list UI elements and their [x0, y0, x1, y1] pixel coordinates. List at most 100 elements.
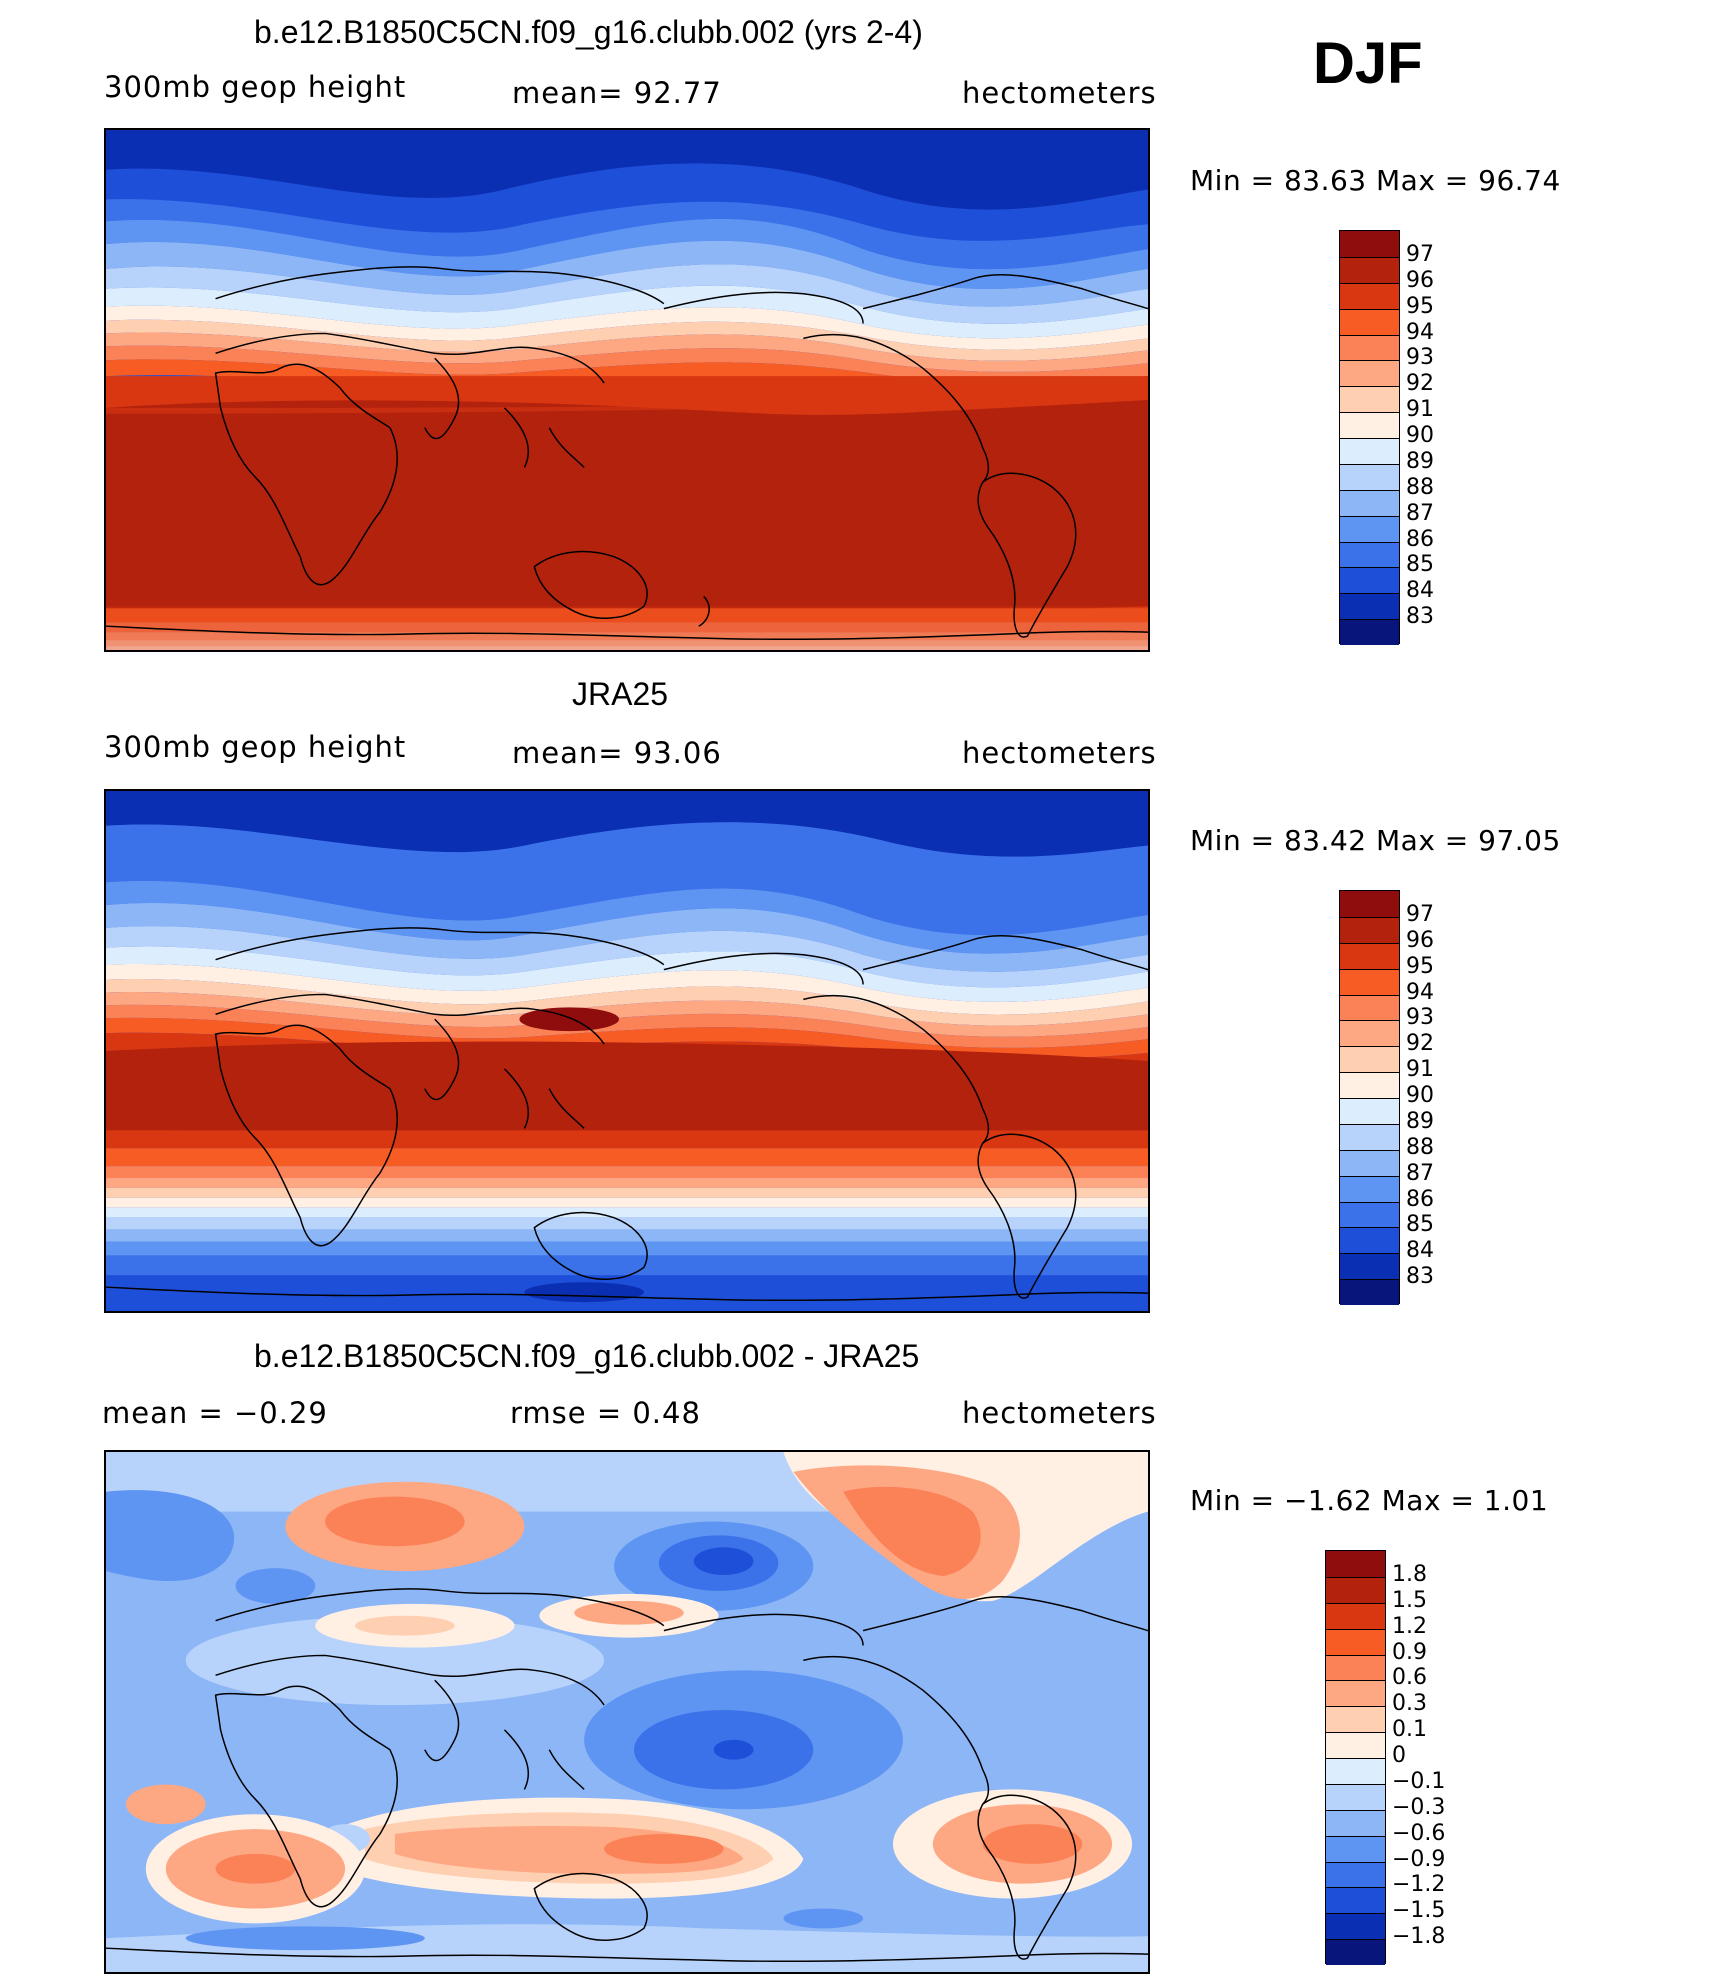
panel-3-rmse: rmse = 0.48: [510, 1396, 701, 1430]
panel-1-variable-label: 300mb geop height: [104, 70, 407, 104]
map-panel-difference: [104, 1450, 1150, 1974]
model-geopotential-map: [106, 130, 1148, 650]
colorbar-label: 90: [1406, 1083, 1434, 1108]
panel-1-colorbar: [1339, 230, 1400, 645]
reanalysis-geopotential-map: [106, 791, 1148, 1311]
colorbar-label: 92: [1406, 1031, 1434, 1057]
colorbar-box: [1340, 1279, 1399, 1305]
colorbar-box: [1326, 1576, 1385, 1603]
colorbar-box: [1340, 1175, 1399, 1202]
colorbar-label: 0.3: [1392, 1691, 1427, 1717]
colorbar-label: −0.3: [1392, 1794, 1446, 1820]
colorbar-box: [1340, 968, 1399, 995]
colorbar-box: [1340, 463, 1399, 490]
colorbar-label: −1.2: [1392, 1872, 1446, 1898]
colorbar-box: [1326, 1551, 1385, 1577]
panel-2-mean: mean= 93.06: [512, 736, 722, 770]
colorbar-label: −0.6: [1392, 1820, 1446, 1846]
colorbar-label: 86: [1406, 1186, 1434, 1212]
colorbar-label: −1.5: [1392, 1898, 1446, 1924]
colorbar-box: [1326, 1861, 1385, 1888]
colorbar-label: 93: [1406, 345, 1434, 371]
colorbar-box: [1326, 1706, 1385, 1733]
colorbar-label: 85: [1406, 552, 1434, 578]
colorbar-label: 87: [1406, 500, 1434, 526]
panel-3-minmax: Min = −1.62 Max = 1.01: [1190, 1484, 1549, 1517]
colorbar-box: [1340, 1253, 1399, 1280]
panel-1-units: hectometers: [962, 76, 1157, 110]
colorbar-label: 0.1: [1392, 1717, 1427, 1743]
colorbar-label: 88: [1406, 1134, 1434, 1160]
colorbar-label: 1.2: [1392, 1613, 1427, 1639]
colorbar-label: 0.9: [1392, 1639, 1427, 1665]
colorbar-label: 84: [1406, 578, 1434, 604]
colorbar-label: 89: [1406, 1108, 1434, 1134]
colorbar-box: [1340, 1072, 1399, 1098]
colorbar-label: 89: [1406, 448, 1434, 474]
colorbar-box: [1340, 256, 1399, 283]
colorbar-label: 91: [1406, 397, 1434, 423]
colorbar-box: [1340, 942, 1399, 969]
colorbar-box: [1326, 1939, 1385, 1965]
panel-2-variable-label: 300mb geop height: [104, 730, 407, 764]
map-panel-model: [104, 128, 1150, 652]
colorbar-box: [1326, 1783, 1385, 1810]
colorbar-label: 83: [1406, 604, 1434, 630]
colorbar-label: 83: [1406, 1264, 1434, 1290]
colorbar-box: [1340, 412, 1399, 438]
colorbar-label: 96: [1406, 927, 1434, 953]
colorbar-box: [1340, 515, 1399, 542]
colorbar-box: [1326, 1887, 1385, 1914]
panel-3-colorbar: [1325, 1550, 1386, 1965]
colorbar-label: 84: [1406, 1238, 1434, 1264]
colorbar-label: 94: [1406, 319, 1434, 345]
colorbar-label: 86: [1406, 526, 1434, 552]
panel-2-minmax: Min = 83.42 Max = 97.05: [1190, 824, 1561, 857]
colorbar-label: 0: [1392, 1743, 1406, 1768]
panel-2-colorbar: [1339, 890, 1400, 1305]
colorbar-box: [1340, 489, 1399, 516]
colorbar-label: 1.5: [1392, 1587, 1427, 1613]
colorbar-box: [1340, 541, 1399, 568]
colorbar-box: [1326, 1913, 1385, 1940]
difference-map: [106, 1452, 1148, 1972]
colorbar-box: [1326, 1654, 1385, 1681]
colorbar-box: [1340, 1201, 1399, 1228]
colorbar-label: 95: [1406, 953, 1434, 979]
colorbar-box: [1326, 1602, 1385, 1629]
colorbar-label: 96: [1406, 267, 1434, 293]
colorbar-box: [1340, 994, 1399, 1021]
colorbar-box: [1340, 619, 1399, 645]
season-label: DJF: [1313, 31, 1423, 96]
colorbar-box: [1340, 1123, 1399, 1150]
colorbar-box: [1340, 1098, 1399, 1124]
colorbar-label: −1.8: [1392, 1924, 1446, 1950]
colorbar-label: 97: [1406, 241, 1434, 267]
panel-2-units: hectometers: [962, 736, 1157, 770]
colorbar-box: [1340, 438, 1399, 464]
colorbar-label: 93: [1406, 1005, 1434, 1031]
panel-1-title: b.e12.B1850C5CN.f09_g16.clubb.002 (yrs 2…: [254, 14, 923, 50]
colorbar-label: 87: [1406, 1160, 1434, 1186]
panel-1-mean: mean= 92.77: [512, 76, 722, 110]
colorbar-box: [1340, 334, 1399, 361]
panel-3-units: hectometers: [962, 1396, 1157, 1430]
panel-3-mean: mean = −0.29: [102, 1396, 328, 1430]
colorbar-box: [1340, 1227, 1399, 1254]
colorbar-box: [1340, 593, 1399, 620]
panel-1-minmax: Min = 83.63 Max = 96.74: [1190, 164, 1561, 197]
colorbar-box: [1340, 1020, 1399, 1047]
colorbar-box: [1340, 1149, 1399, 1176]
colorbar-label: −0.9: [1392, 1846, 1446, 1872]
colorbar-box: [1340, 308, 1399, 335]
colorbar-label: 95: [1406, 293, 1434, 319]
colorbar-box: [1326, 1732, 1385, 1758]
colorbar-box: [1340, 386, 1399, 413]
colorbar-label: 90: [1406, 423, 1434, 448]
colorbar-label: 1.8: [1392, 1561, 1427, 1587]
panel-2-title: JRA25: [572, 676, 669, 712]
colorbar-label: 88: [1406, 474, 1434, 500]
colorbar-box: [1326, 1758, 1385, 1784]
panel-3-title: b.e12.B1850C5CN.f09_g16.clubb.002 - JRA2…: [254, 1338, 920, 1374]
colorbar-box: [1340, 231, 1399, 257]
